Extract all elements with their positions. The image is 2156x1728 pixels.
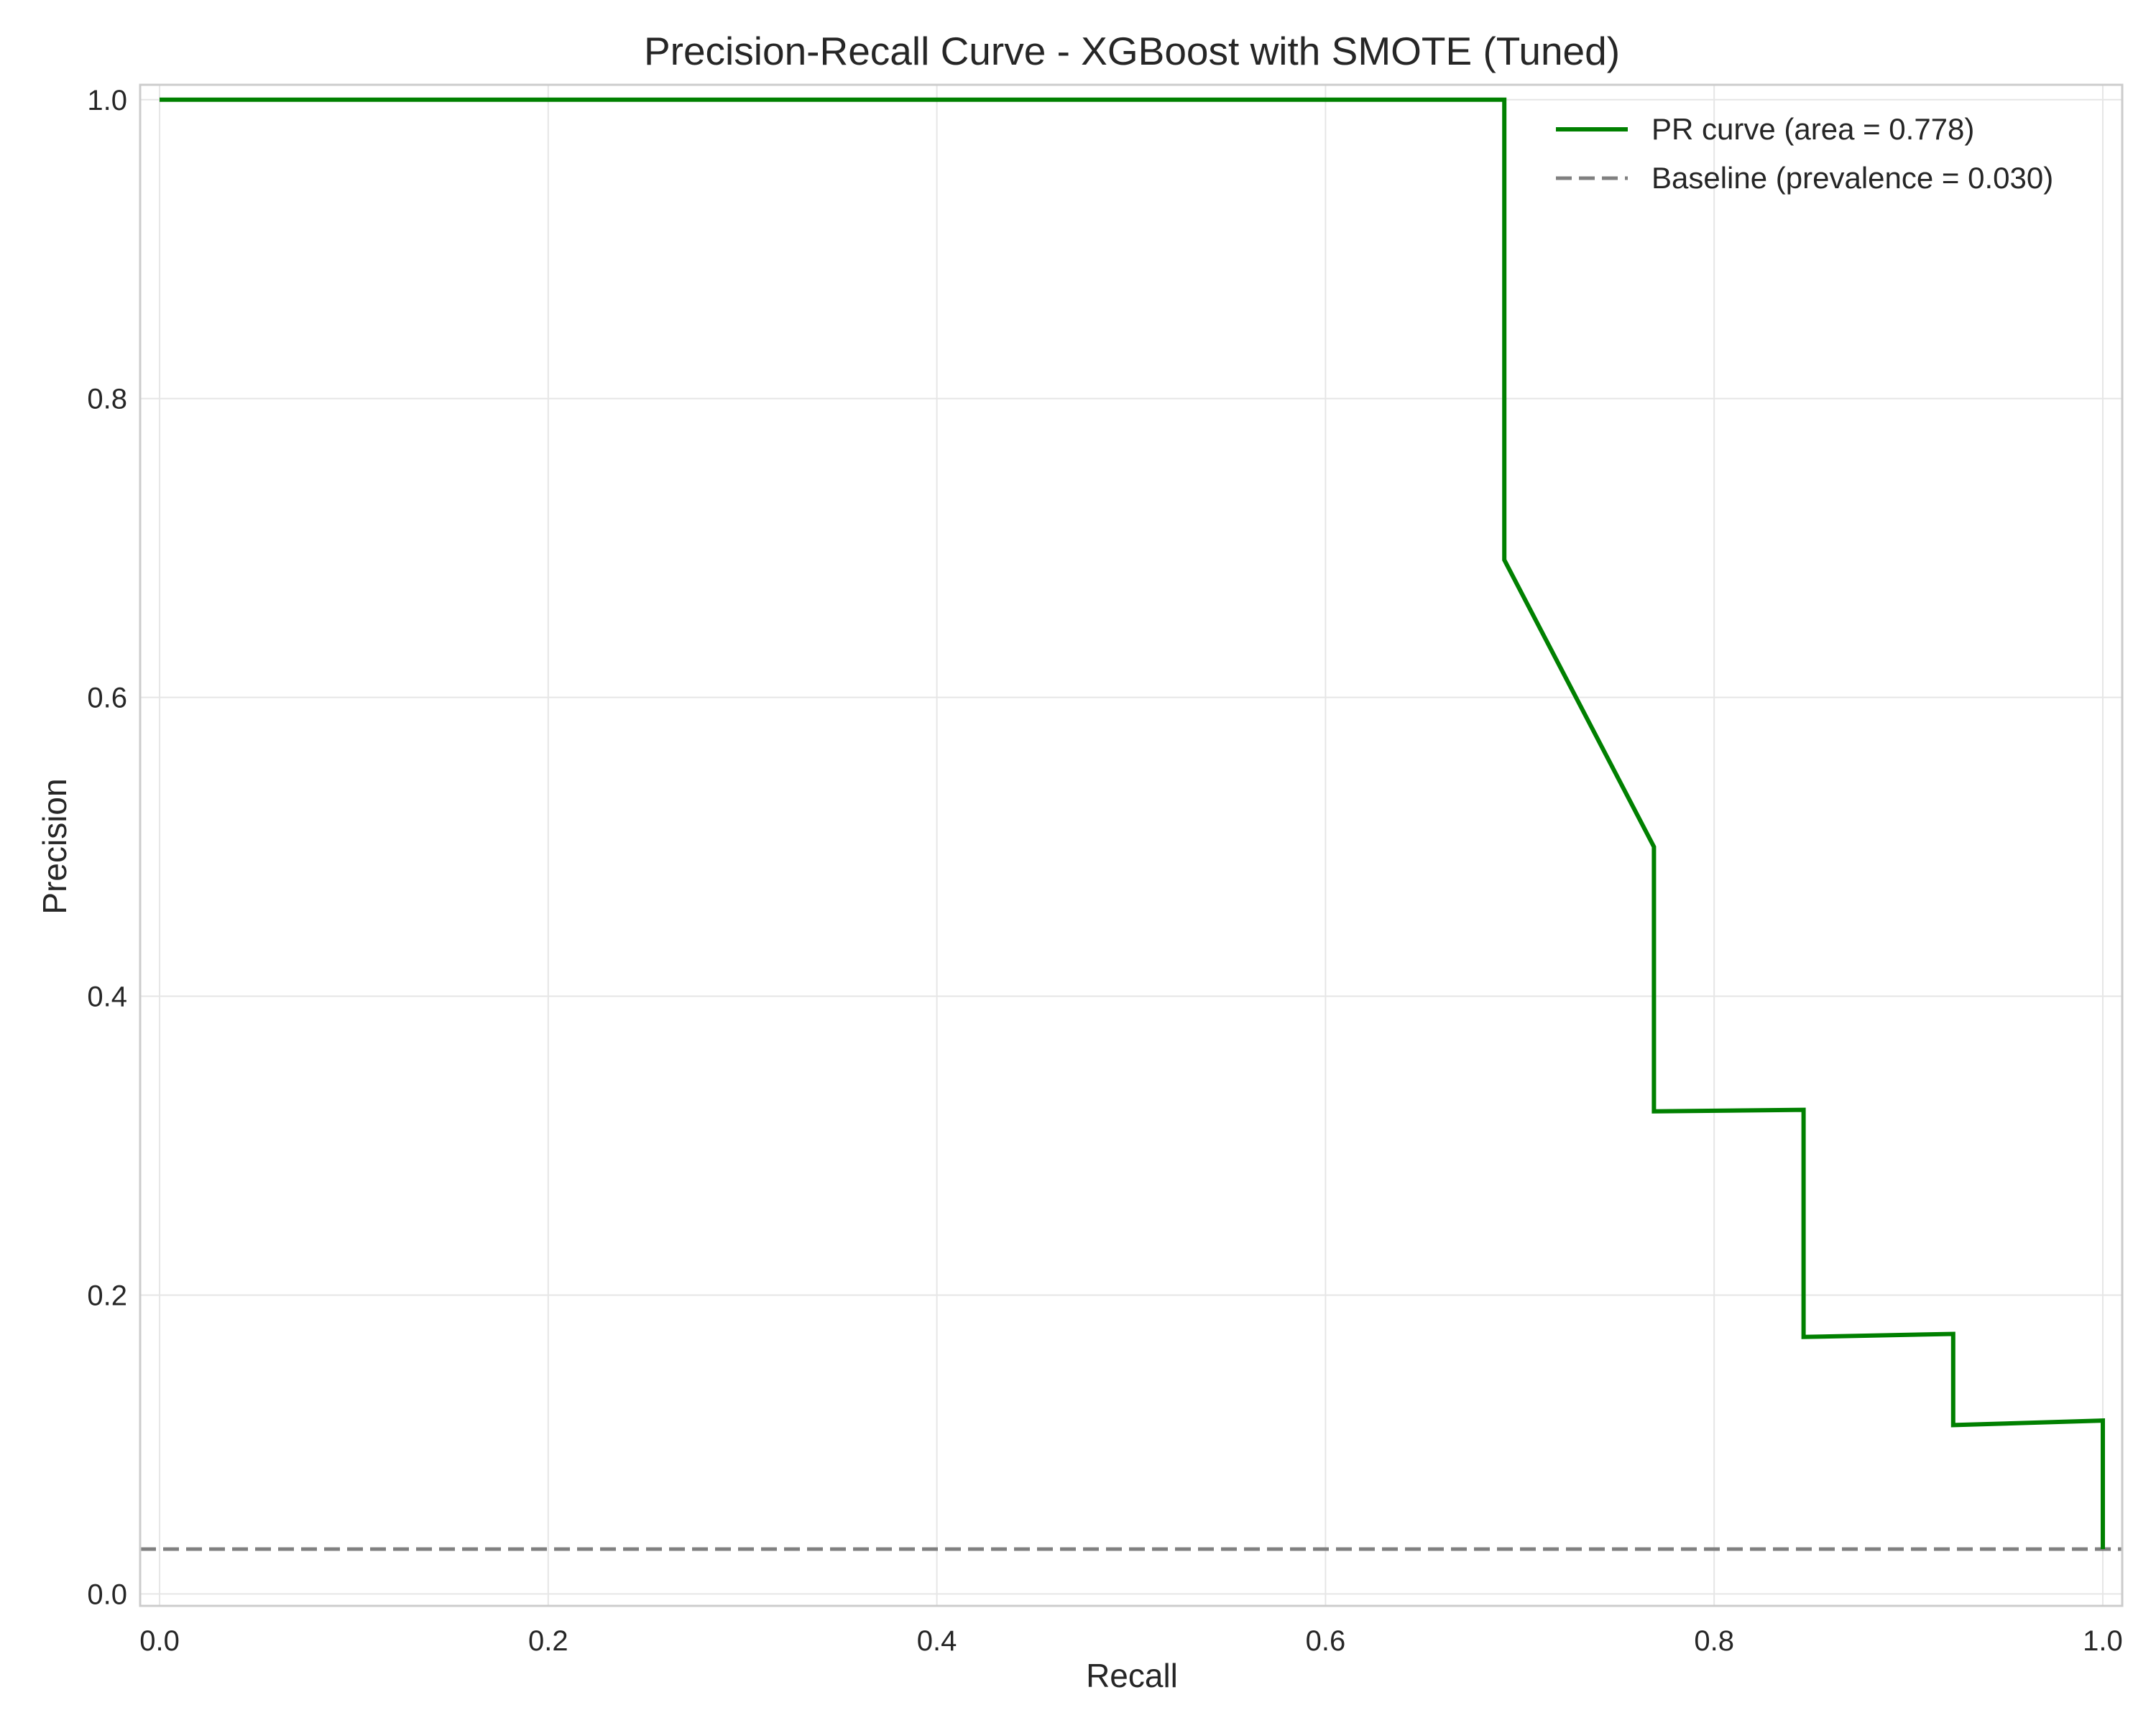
x-tick-label: 1.0 [2083,1625,2123,1657]
x-tick-label: 0.8 [1694,1625,1734,1657]
legend-label-pr-curve: PR curve (area = 0.778) [1651,112,1974,146]
y-tick-label: 1.0 [87,85,127,116]
x-tick-label: 0.4 [917,1625,957,1657]
chart-title: Precision-Recall Curve - XGBoost with SM… [644,29,1620,73]
y-tick-label: 0.6 [87,683,127,714]
y-tick-label: 0.2 [87,1280,127,1311]
y-axis-label: Precision [36,778,73,914]
pr-curve-series-line [160,97,2105,1549]
x-axis-label: Recall [1086,1657,1178,1694]
x-axis-ticks: 0.0 0.2 0.4 0.6 0.8 1.0 [139,1625,2123,1657]
y-axis-ticks: 0.0 0.2 0.4 0.6 0.8 1.0 [87,85,127,1611]
legend: PR curve (area = 0.778) Baseline (preval… [1556,112,2053,195]
plot-frame [139,83,2124,1607]
legend-label-baseline: Baseline (prevalence = 0.030) [1651,161,2053,195]
y-tick-label: 0.0 [87,1579,127,1610]
y-tick-label: 0.8 [87,384,127,415]
y-tick-label: 0.4 [87,981,127,1013]
x-tick-label: 0.2 [528,1625,568,1657]
x-tick-label: 0.0 [139,1625,180,1657]
series-layer [140,97,2122,1551]
x-tick-label: 0.6 [1306,1625,1346,1657]
